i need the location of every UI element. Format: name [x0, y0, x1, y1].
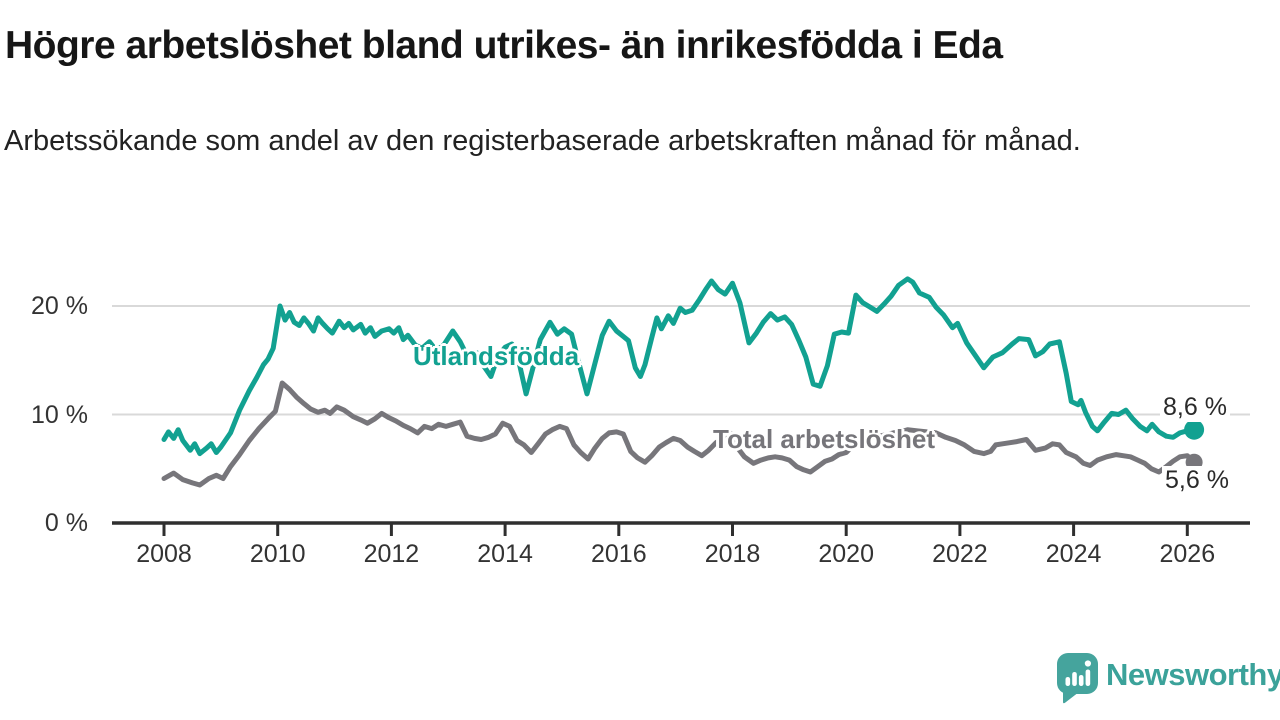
- y-axis-label: 20 %: [31, 292, 88, 320]
- end-value-label-total: 5,6 %: [1162, 466, 1232, 495]
- x-axis-label: 2012: [363, 540, 420, 568]
- end-value-label-utlandsfodda: 8,6 %: [1160, 393, 1230, 422]
- x-axis-label: 2026: [1159, 540, 1216, 568]
- x-axis-label: 2014: [477, 540, 533, 568]
- x-axis-label: 2022: [932, 540, 988, 568]
- chart-subtitle: Arbetssökande som andel av den registerb…: [4, 125, 1081, 157]
- series-label-total-arbetsloshet: Total arbetslöshet: [713, 424, 936, 454]
- x-axis-label: 2008: [136, 540, 192, 568]
- series-label-utlandsfodda: Utlandsfödda: [413, 341, 580, 371]
- newsworthy-logo[interactable]: Newsworthy: [1053, 650, 1280, 706]
- x-axis-label: 2018: [704, 540, 761, 568]
- page-title: Högre arbetslöshet bland utrikes- än inr…: [5, 24, 1003, 67]
- x-axis-label: 2020: [818, 540, 874, 568]
- bar-chart-speech-bubble-icon: [1057, 653, 1098, 704]
- y-axis-label: 0 %: [44, 509, 88, 537]
- x-axis-label: 2024: [1045, 540, 1102, 568]
- x-axis-label: 2010: [249, 540, 306, 568]
- series-line-1: [161, 380, 1197, 488]
- series-line-0: [161, 276, 1197, 457]
- x-axis-label: 2016: [590, 540, 647, 568]
- newsworthy-wordmark: Newsworthy: [1106, 657, 1280, 692]
- series-end-dot-0: [1184, 419, 1205, 440]
- y-axis-label: 10 %: [31, 400, 88, 429]
